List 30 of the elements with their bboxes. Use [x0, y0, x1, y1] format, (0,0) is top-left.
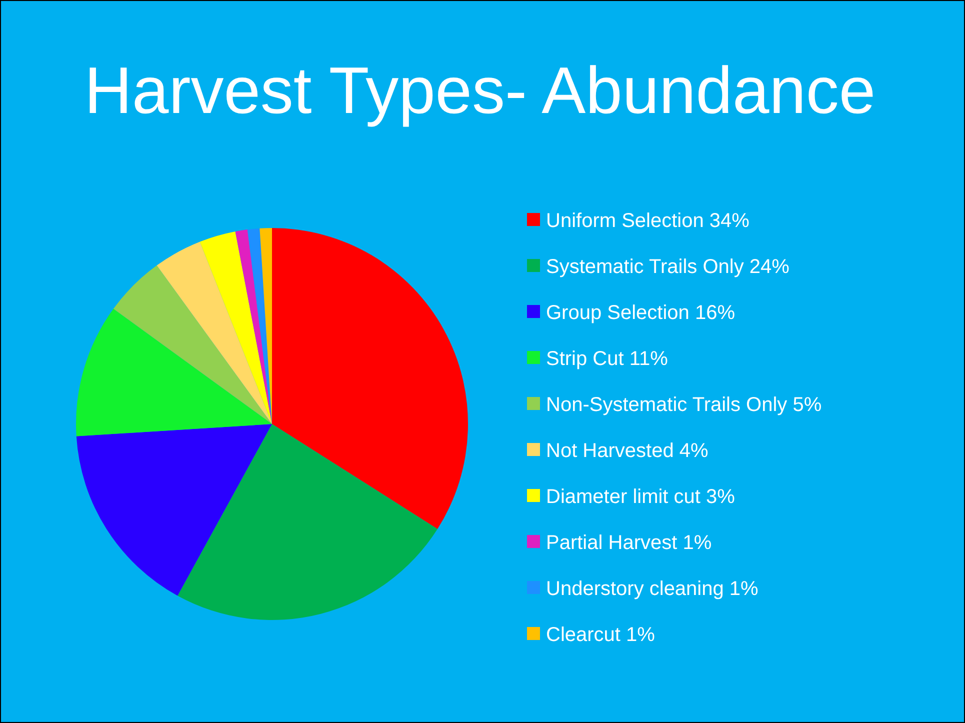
- legend-label: Not Harvested: [546, 440, 674, 462]
- data-label: 1%: [626, 624, 655, 646]
- data-label: 5%: [792, 394, 822, 416]
- legend-label: Understory cleaning: [546, 578, 724, 600]
- data-label: 4%: [679, 440, 708, 462]
- legend-label: Non-Systematic Trails Only: [546, 394, 788, 416]
- pie-slice: [178, 424, 438, 620]
- legend-label: Diameter limit cut: [546, 486, 700, 508]
- pie-slice: [76, 308, 272, 436]
- data-label: 34%: [709, 210, 750, 232]
- pie-slice: [272, 228, 468, 530]
- legend-label: Group Selection: [546, 302, 690, 324]
- pie-slice: [235, 230, 272, 424]
- data-label: 1%: [729, 578, 758, 600]
- pie-slice: [156, 242, 272, 424]
- legend-label: Strip Cut: [546, 348, 624, 370]
- data-label: 11%: [629, 348, 668, 370]
- data-label: 3%: [706, 486, 735, 508]
- legend-label: Uniform Selection: [546, 210, 704, 232]
- chart-title: Harvest Types- Abundance: [84, 53, 876, 127]
- data-label: 16%: [694, 302, 736, 324]
- legend-label: Partial Harvest: [546, 532, 678, 554]
- data-label: 1%: [682, 532, 712, 554]
- pie-slice: [247, 228, 272, 424]
- pie-slice: [76, 424, 272, 596]
- pie-slice: [113, 265, 272, 424]
- data-label: 24%: [749, 256, 790, 278]
- legend-label: Systematic Trails Only: [546, 256, 744, 278]
- pie-slice: [200, 231, 272, 424]
- legend-label: Clearcut: [546, 624, 620, 646]
